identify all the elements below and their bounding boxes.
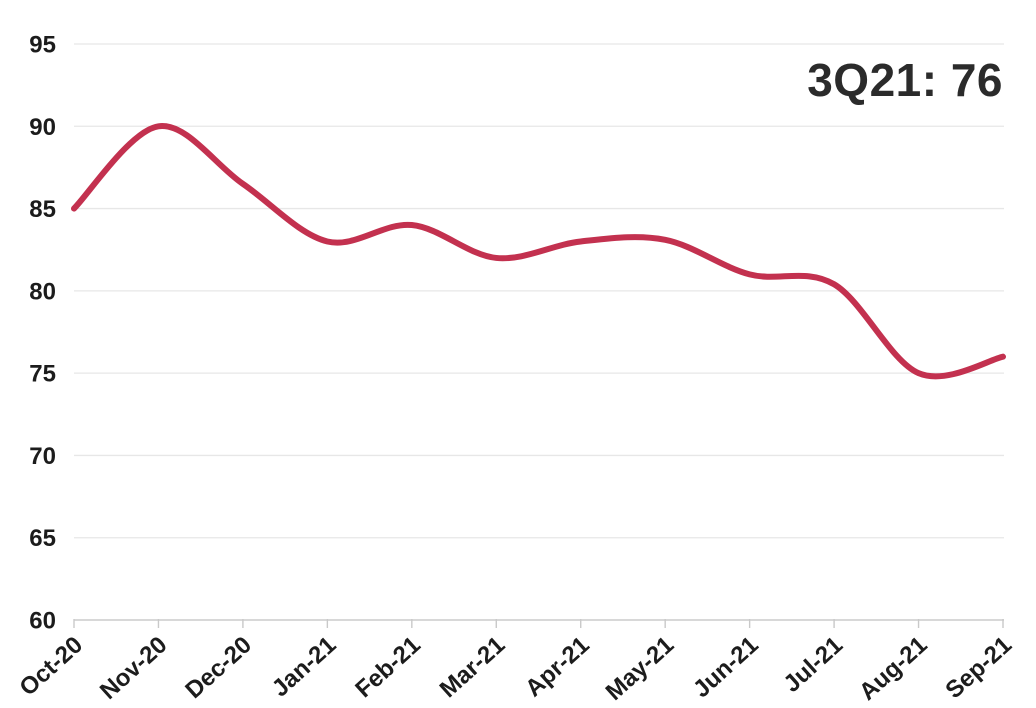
x-axis-tick-label: Mar-21 [435, 631, 511, 703]
data-series-line [71, 123, 1006, 380]
y-axis-tick-label: 60 [29, 608, 56, 635]
x-axis-tick-label: Feb-21 [350, 631, 426, 703]
y-axis-tick-label: 85 [29, 196, 56, 223]
x-axis-tick-label: Jun-21 [688, 631, 764, 703]
chart-annotation: 3Q21: 76 [807, 54, 1003, 106]
x-axis-tick-label: Apr-21 [520, 631, 595, 702]
y-axis-tick-label: 80 [29, 278, 56, 305]
y-axis-tick-label: 70 [29, 443, 56, 470]
y-axis-tick-label: 90 [29, 114, 56, 141]
x-axis-tick-label: Jul-21 [778, 631, 848, 697]
y-axis-tick-label: 75 [29, 361, 56, 388]
x-axis-tick-label: Jan-21 [267, 631, 342, 702]
x-axis-tick-label: May-21 [601, 631, 680, 706]
x-axis-tick-label: Nov-20 [95, 631, 173, 705]
x-axis-tick-label: Oct-20 [14, 631, 88, 701]
y-axis-tick-label: 65 [29, 525, 56, 552]
x-axis-tick-label: Sep-21 [940, 631, 1017, 704]
y-axis-tick-label: 95 [29, 32, 56, 59]
x-axis-tick-label: Aug-21 [854, 631, 933, 705]
x-axis-tick-label: Dec-20 [180, 631, 257, 704]
